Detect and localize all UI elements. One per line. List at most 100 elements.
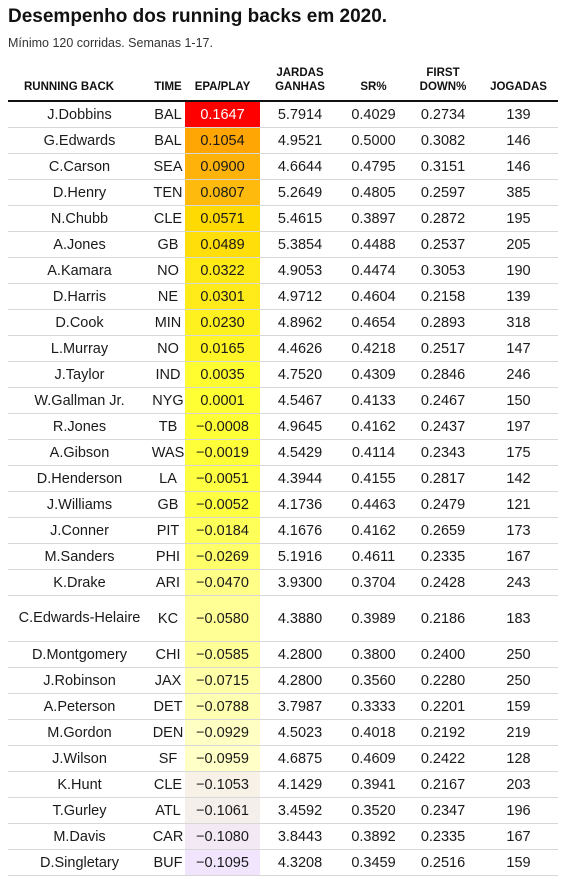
cell-epa-play: −0.1053 — [185, 771, 260, 798]
cell-running-back: C.Carson — [8, 153, 151, 180]
cell-epa-play: 0.0301 — [185, 283, 260, 310]
cell-first-down: 0.2659 — [407, 517, 479, 544]
cell-team: NE — [151, 283, 185, 310]
cell-first-down: 0.2872 — [407, 205, 479, 232]
cell-sr: 0.3941 — [340, 771, 407, 798]
header-yards-line2: GANHAS — [275, 81, 325, 93]
table-row: A.Gibson WAS −0.0019 4.5429 0.4114 0.2343 175 — [8, 439, 558, 466]
header-sr: SR% — [340, 60, 407, 102]
cell-first-down: 0.3082 — [407, 127, 479, 154]
cell-sr: 0.4018 — [340, 719, 407, 746]
cell-plays: 183 — [479, 595, 558, 642]
table-row: L.Murray NO 0.0165 4.4626 0.4218 0.2517 147 — [8, 335, 558, 362]
cell-first-down: 0.2893 — [407, 309, 479, 336]
table-row: D.Cook MIN 0.0230 4.8962 0.4654 0.2893 318 — [8, 309, 558, 336]
table-row: C.Carson SEA 0.0900 4.6644 0.4795 0.3151 146 — [8, 153, 558, 180]
cell-first-down: 0.2186 — [407, 595, 479, 642]
cell-first-down: 0.2817 — [407, 465, 479, 492]
cell-team: CLE — [151, 205, 185, 232]
cell-team: TEN — [151, 179, 185, 206]
cell-first-down: 0.3151 — [407, 153, 479, 180]
cell-first-down: 0.2846 — [407, 361, 479, 388]
cell-sr: 0.3892 — [340, 823, 407, 850]
cell-plays: 173 — [479, 517, 558, 544]
running-backs-table: RUNNING BACK TIME EPA/PLAY JARDAS GANHAS … — [8, 60, 558, 876]
cell-epa-play: −0.0788 — [185, 693, 260, 720]
cell-running-back: J.Conner — [8, 517, 151, 544]
cell-plays: 243 — [479, 569, 558, 596]
cell-sr: 0.4309 — [340, 361, 407, 388]
cell-first-down: 0.2158 — [407, 283, 479, 310]
cell-team: TB — [151, 413, 185, 440]
cell-team: CLE — [151, 771, 185, 798]
table-row: T.Gurley ATL −0.1061 3.4592 0.3520 0.2347 196 — [8, 797, 558, 824]
cell-team: GB — [151, 491, 185, 518]
cell-team: BAL — [151, 127, 185, 154]
cell-first-down: 0.2437 — [407, 413, 479, 440]
cell-sr: 0.4218 — [340, 335, 407, 362]
cell-yards: 3.4592 — [260, 797, 340, 824]
cell-yards: 5.3854 — [260, 231, 340, 258]
cell-yards: 4.1676 — [260, 517, 340, 544]
cell-running-back: T.Gurley — [8, 797, 151, 824]
cell-plays: 219 — [479, 719, 558, 746]
cell-plays: 159 — [479, 693, 558, 720]
cell-epa-play: 0.0900 — [185, 153, 260, 180]
cell-team: CAR — [151, 823, 185, 850]
cell-epa-play: −0.0715 — [185, 667, 260, 694]
cell-plays: 197 — [479, 413, 558, 440]
table-row: G.Edwards BAL 0.1054 4.9521 0.5000 0.3082 146 — [8, 127, 558, 154]
cell-team: IND — [151, 361, 185, 388]
cell-team: NYG — [151, 387, 185, 414]
cell-epa-play: 0.0165 — [185, 335, 260, 362]
cell-epa-play: −0.0052 — [185, 491, 260, 518]
cell-first-down: 0.2422 — [407, 745, 479, 772]
cell-team: CHI — [151, 641, 185, 668]
cell-sr: 0.3459 — [340, 849, 407, 876]
cell-epa-play: −0.1080 — [185, 823, 260, 850]
cell-sr: 0.4611 — [340, 543, 407, 570]
table-row: D.Singletary BUF −0.1095 4.3208 0.3459 0.2516… — [8, 849, 558, 876]
cell-epa-play: −0.1095 — [185, 849, 260, 876]
cell-yards: 4.1429 — [260, 771, 340, 798]
cell-epa-play: 0.1054 — [185, 127, 260, 154]
table-row: D.Henry TEN 0.0807 5.2649 0.4805 0.2597 385 — [8, 179, 558, 206]
cell-team: SEA — [151, 153, 185, 180]
cell-epa-play: 0.0807 — [185, 179, 260, 206]
cell-yards: 5.1916 — [260, 543, 340, 570]
cell-plays: 159 — [479, 849, 558, 876]
cell-epa-play: 0.0230 — [185, 309, 260, 336]
table-row: M.Davis CAR −0.1080 3.8443 0.3892 0.2335 167 — [8, 823, 558, 850]
cell-epa-play: −0.1061 — [185, 797, 260, 824]
cell-team: NO — [151, 335, 185, 362]
cell-running-back: J.Wilson — [8, 745, 151, 772]
cell-sr: 0.3989 — [340, 595, 407, 642]
cell-yards: 4.8962 — [260, 309, 340, 336]
cell-epa-play: −0.0051 — [185, 465, 260, 492]
cell-plays: 128 — [479, 745, 558, 772]
cell-sr: 0.4488 — [340, 231, 407, 258]
cell-plays: 139 — [479, 101, 558, 128]
cell-running-back: A.Kamara — [8, 257, 151, 284]
cell-first-down: 0.2537 — [407, 231, 479, 258]
cell-running-back: K.Hunt — [8, 771, 151, 798]
cell-sr: 0.4155 — [340, 465, 407, 492]
cell-running-back: G.Edwards — [8, 127, 151, 154]
cell-plays: 195 — [479, 205, 558, 232]
cell-yards: 3.7987 — [260, 693, 340, 720]
cell-sr: 0.4604 — [340, 283, 407, 310]
table-row: A.Jones GB 0.0489 5.3854 0.4488 0.2537 205 — [8, 231, 558, 258]
cell-running-back: D.Henderson — [8, 465, 151, 492]
cell-plays: 150 — [479, 387, 558, 414]
cell-running-back: M.Sanders — [8, 543, 151, 570]
cell-yards: 4.4626 — [260, 335, 340, 362]
cell-team: PIT — [151, 517, 185, 544]
cell-plays: 142 — [479, 465, 558, 492]
cell-plays: 167 — [479, 543, 558, 570]
cell-epa-play: −0.0184 — [185, 517, 260, 544]
cell-yards: 4.5467 — [260, 387, 340, 414]
cell-epa-play: −0.0585 — [185, 641, 260, 668]
cell-sr: 0.4114 — [340, 439, 407, 466]
cell-yards: 3.8443 — [260, 823, 340, 850]
